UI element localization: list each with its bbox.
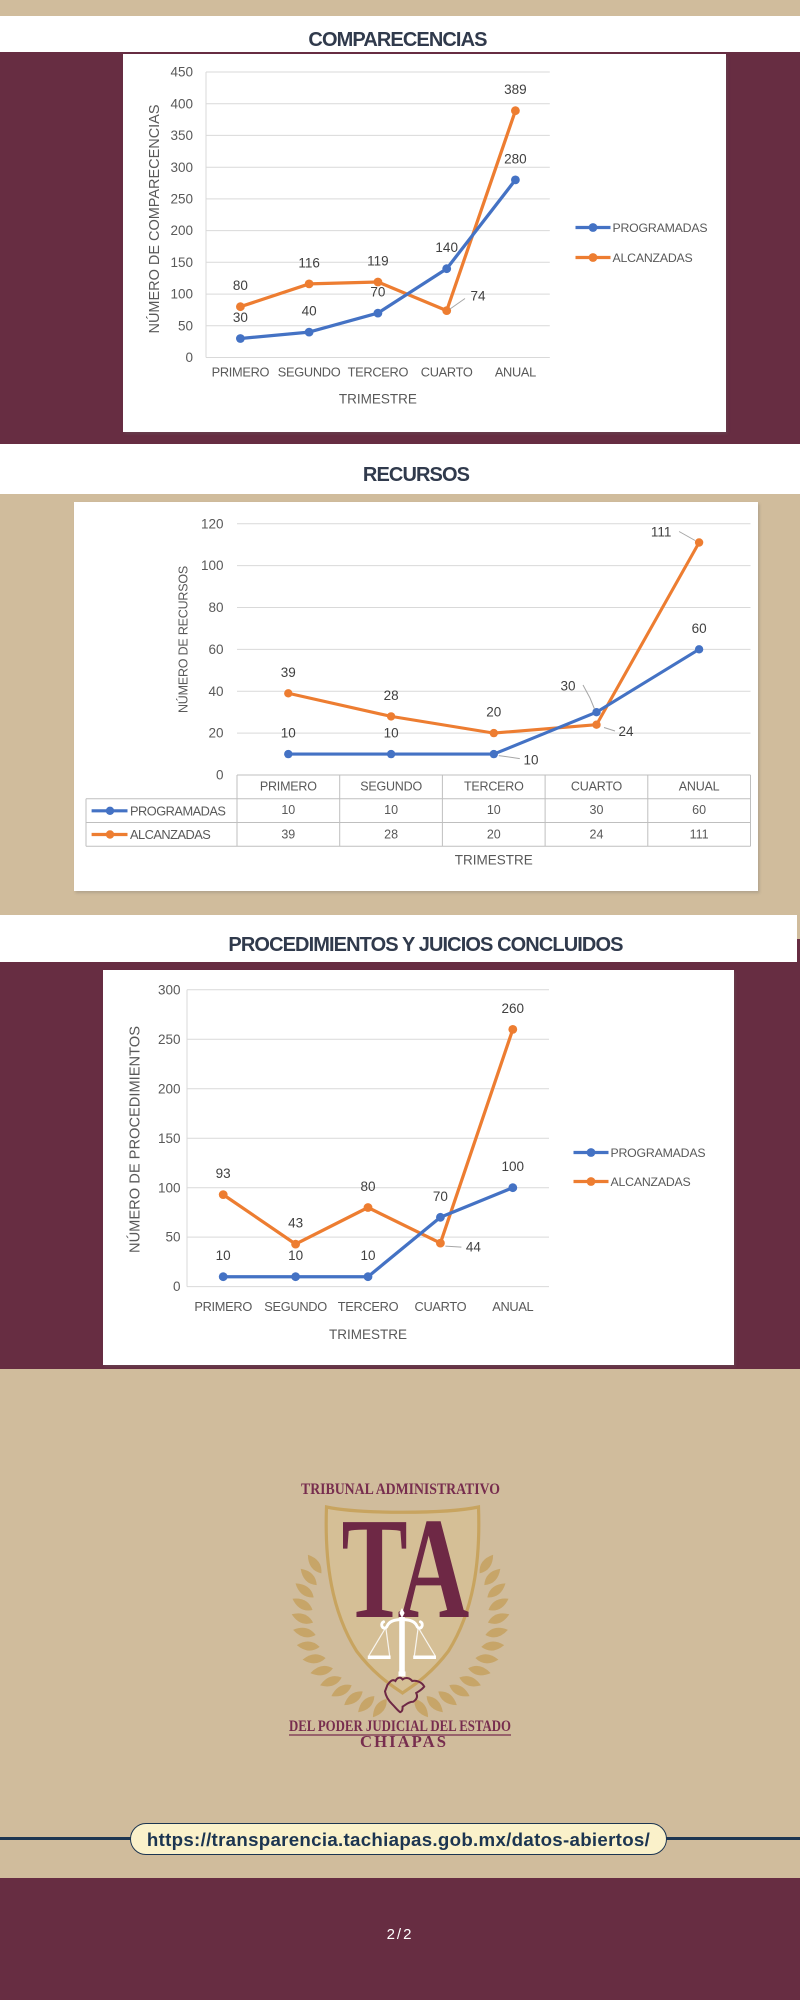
svg-text:SEGUNDO: SEGUNDO [360,780,422,794]
svg-text:100: 100 [158,1180,181,1195]
svg-text:93: 93 [216,1166,231,1181]
svg-text:10: 10 [487,803,501,817]
svg-text:TRIMESTRE: TRIMESTRE [329,1327,407,1342]
svg-text:40: 40 [208,684,223,699]
svg-text:44: 44 [466,1240,482,1255]
svg-text:20: 20 [486,705,501,720]
svg-text:TRIMESTRE: TRIMESTRE [338,391,416,406]
svg-text:10: 10 [216,1248,231,1263]
svg-text:24: 24 [618,724,634,739]
svg-text:CUARTO: CUARTO [571,780,623,794]
svg-text:10: 10 [523,753,538,768]
svg-text:250: 250 [170,191,193,206]
svg-text:0: 0 [185,350,193,365]
svg-text:CHIAPAS: CHIAPAS [360,1732,448,1751]
svg-text:150: 150 [158,1131,181,1146]
svg-text:PRIMERO: PRIMERO [194,1299,252,1314]
svg-text:ALCANZADAS: ALCANZADAS [130,827,210,842]
svg-text:300: 300 [158,982,181,997]
svg-text:CUARTO: CUARTO [415,1299,467,1314]
svg-text:39: 39 [281,665,296,680]
svg-text:350: 350 [170,128,193,143]
svg-text:TERCERO: TERCERO [464,780,524,794]
svg-text:120: 120 [201,516,224,531]
svg-text:250: 250 [158,1032,181,1047]
svg-text:116: 116 [298,255,320,270]
svg-text:260: 260 [502,1001,525,1016]
svg-text:39: 39 [281,828,295,842]
svg-text:200: 200 [170,223,193,238]
svg-text:ANUAL: ANUAL [492,1299,533,1314]
svg-text:10: 10 [281,726,296,741]
svg-text:111: 111 [690,828,709,842]
svg-text:ANUAL: ANUAL [679,780,720,794]
svg-text:80: 80 [360,1179,375,1194]
svg-text:300: 300 [170,159,193,174]
svg-text:0: 0 [173,1279,181,1294]
svg-text:400: 400 [170,96,193,111]
svg-text:TERCERO: TERCERO [338,1299,399,1314]
svg-text:30: 30 [232,310,247,325]
svg-text:140: 140 [435,240,458,255]
svg-text:PRIMERO: PRIMERO [260,780,317,794]
svg-text:450: 450 [170,64,193,79]
svg-text:30: 30 [590,803,604,817]
svg-text:PROGRAMADAS: PROGRAMADAS [130,803,225,818]
svg-text:PROGRAMADAS: PROGRAMADAS [612,220,707,234]
svg-text:10: 10 [281,803,295,817]
svg-text:NÚMERO DE COMPARECENCIAS: NÚMERO DE COMPARECENCIAS [146,104,163,333]
svg-text:50: 50 [165,1230,180,1245]
svg-text:70: 70 [370,284,385,299]
svg-text:CUARTO: CUARTO [420,364,472,379]
svg-text:ANUAL: ANUAL [494,364,535,379]
svg-text:SEGUNDO: SEGUNDO [277,364,340,379]
svg-text:TRIBUNAL ADMINISTRATIVO: TRIBUNAL ADMINISTRATIVO [301,1481,500,1498]
svg-text:10: 10 [288,1248,303,1263]
svg-text:43: 43 [288,1216,303,1231]
svg-text:111: 111 [651,525,672,540]
svg-text:DEL PODER JUDICIAL DEL ESTADO: DEL PODER JUDICIAL DEL ESTADO [289,1718,511,1735]
svg-text:20: 20 [208,726,223,741]
svg-text:70: 70 [433,1189,448,1204]
svg-text:389: 389 [504,82,527,97]
svg-text:PRIMERO: PRIMERO [211,364,269,379]
svg-text:28: 28 [384,828,398,842]
svg-text:10: 10 [360,1248,375,1263]
svg-text:NÚMERO DE PROCEDIMIENTOS: NÚMERO DE PROCEDIMIENTOS [126,1026,143,1253]
svg-text:TA: TA [341,1487,468,1648]
svg-text:50: 50 [177,318,192,333]
svg-text:80: 80 [208,600,223,615]
svg-text:28: 28 [384,688,399,703]
svg-text:150: 150 [170,254,193,269]
svg-text:ALCANZADAS: ALCANZADAS [612,250,692,264]
svg-text:100: 100 [170,286,193,301]
svg-text:PROGRAMADAS: PROGRAMADAS [611,1146,706,1160]
svg-text:20: 20 [487,828,501,842]
svg-text:10: 10 [384,803,398,817]
svg-text:74: 74 [470,288,486,303]
svg-text:280: 280 [504,151,527,166]
svg-text:200: 200 [158,1081,181,1096]
svg-text:119: 119 [367,253,389,268]
svg-text:100: 100 [201,558,224,573]
svg-text:10: 10 [384,726,399,741]
svg-text:60: 60 [208,642,223,657]
svg-text:60: 60 [692,621,707,636]
svg-text:40: 40 [301,303,316,318]
svg-text:SEGUNDO: SEGUNDO [264,1299,327,1314]
svg-text:30: 30 [560,679,575,694]
svg-text:80: 80 [232,278,247,293]
svg-text:0: 0 [216,768,224,783]
svg-text:60: 60 [692,803,706,817]
svg-text:NÚMERO DE RECURSOS: NÚMERO DE RECURSOS [176,566,191,713]
svg-text:24: 24 [590,828,604,842]
svg-text:TRIMESTRE: TRIMESTRE [455,853,533,868]
svg-text:TERCERO: TERCERO [347,364,408,379]
svg-text:100: 100 [502,1159,525,1174]
svg-text:ALCANZADAS: ALCANZADAS [611,1175,691,1189]
